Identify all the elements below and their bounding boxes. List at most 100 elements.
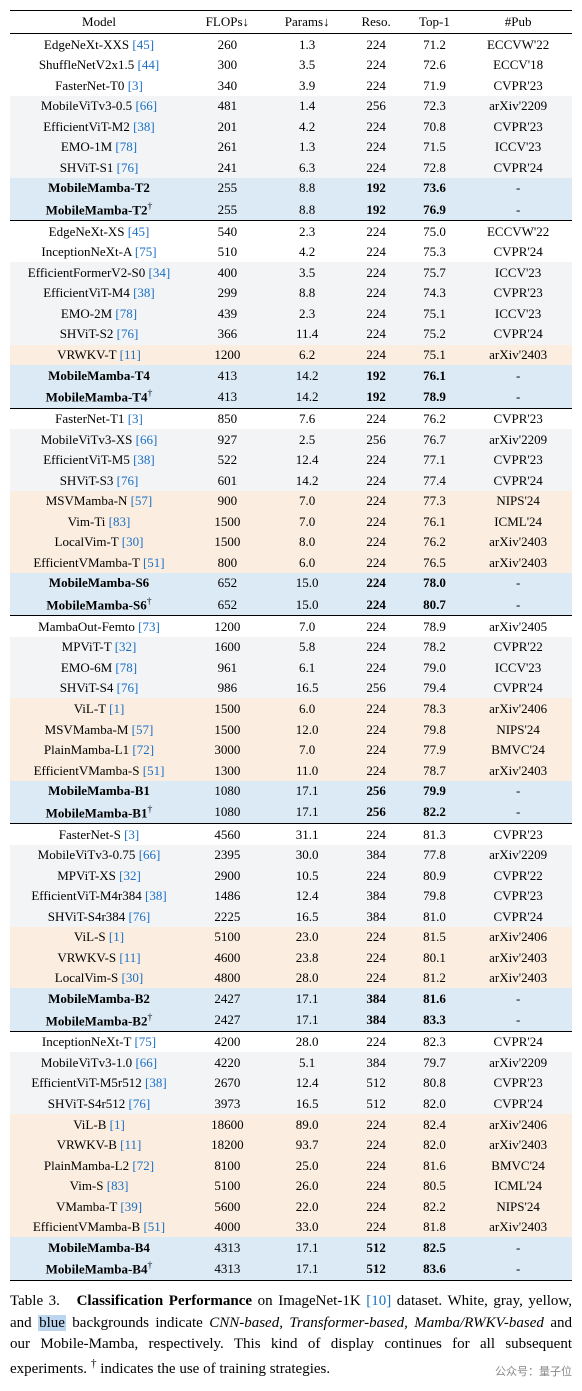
model-cell: MobileMamba-B2†	[10, 1009, 188, 1031]
top1-cell: 76.5	[405, 552, 465, 573]
params-cell: 33.0	[267, 1217, 348, 1238]
params-cell: 4.2	[267, 116, 348, 137]
params-cell: 2.3	[267, 303, 348, 324]
reso-cell: 224	[348, 511, 405, 532]
params-cell: 93.7	[267, 1135, 348, 1156]
reso-cell: 224	[348, 865, 405, 886]
table-row: MSVMamba-M [57]150012.022479.8NIPS'24	[10, 719, 572, 740]
pub-cell: arXiv'2406	[464, 1114, 572, 1135]
model-cell: VRWKV-S [11]	[10, 947, 188, 968]
model-cell: MobileMamba-B2	[10, 988, 188, 1009]
table-row: EfficientViT-M5r512 [38]267012.451280.8C…	[10, 1073, 572, 1094]
model-cell: FasterNet-T0 [3]	[10, 75, 188, 96]
reso-cell: 384	[348, 1009, 405, 1031]
flops-cell: 8100	[188, 1155, 267, 1176]
flops-cell: 1500	[188, 532, 267, 553]
flops-cell: 3000	[188, 740, 267, 761]
model-cell: Vim-S [83]	[10, 1176, 188, 1197]
caption-hl: blue	[38, 1315, 66, 1331]
params-cell: 25.0	[267, 1155, 348, 1176]
caption-ref: [10]	[366, 1293, 391, 1309]
pub-cell: ICCV'23	[464, 137, 572, 158]
params-cell: 8.8	[267, 283, 348, 304]
model-cell: SHViT-S4r512 [76]	[10, 1094, 188, 1115]
reso-cell: 224	[348, 34, 405, 55]
model-cell: InceptionNeXt-T [75]	[10, 1031, 188, 1052]
top1-cell: 75.7	[405, 262, 465, 283]
pub-cell: arXiv'2403	[464, 552, 572, 573]
pub-cell: ICCV'23	[464, 262, 572, 283]
top1-cell: 75.1	[405, 345, 465, 366]
flops-cell: 1500	[188, 511, 267, 532]
params-cell: 1.3	[267, 34, 348, 55]
params-cell: 17.1	[267, 1237, 348, 1258]
top1-cell: 79.4	[405, 678, 465, 699]
top1-cell: 80.5	[405, 1176, 465, 1197]
params-cell: 6.1	[267, 657, 348, 678]
top1-cell: 80.1	[405, 947, 465, 968]
params-cell: 12.4	[267, 450, 348, 471]
table-row: Vim-S [83]510026.022480.5ICML'24	[10, 1176, 572, 1197]
pub-cell: ICCV'23	[464, 303, 572, 324]
top1-cell: 83.6	[405, 1258, 465, 1280]
top1-cell: 82.4	[405, 1114, 465, 1135]
flops-cell: 601	[188, 470, 267, 491]
reso-cell: 224	[348, 719, 405, 740]
pub-cell: -	[464, 178, 572, 199]
pub-cell: CVPR'24	[464, 242, 572, 263]
reso-cell: 224	[348, 55, 405, 76]
top1-cell: 76.2	[405, 408, 465, 429]
table-row: MobileViTv3-0.5 [66]4811.425672.3arXiv'2…	[10, 96, 572, 117]
table-row: ViL-B [1]1860089.022482.4arXiv'2406	[10, 1114, 572, 1135]
flops-cell: 18600	[188, 1114, 267, 1135]
top1-cell: 76.1	[405, 511, 465, 532]
reso-cell: 384	[348, 886, 405, 907]
pub-cell: arXiv'2403	[464, 345, 572, 366]
pub-cell: CVPR'23	[464, 824, 572, 845]
reso-cell: 224	[348, 1114, 405, 1135]
reso-cell: 224	[348, 116, 405, 137]
model-cell: ShuffleNetV2x1.5 [44]	[10, 55, 188, 76]
flops-cell: 800	[188, 552, 267, 573]
reso-cell: 224	[348, 532, 405, 553]
reso-cell: 512	[348, 1094, 405, 1115]
pub-cell: -	[464, 386, 572, 408]
reso-cell: 224	[348, 1031, 405, 1052]
model-cell: MPViT-T [32]	[10, 637, 188, 658]
top1-cell: 78.2	[405, 637, 465, 658]
pub-cell: -	[464, 988, 572, 1009]
caption-t1: on ImageNet-1K	[252, 1293, 366, 1309]
flops-cell: 652	[188, 573, 267, 594]
model-cell: MobileMamba-S6	[10, 573, 188, 594]
params-cell: 26.0	[267, 1176, 348, 1197]
pub-cell: CVPR'23	[464, 116, 572, 137]
pub-cell: ECCVW'22	[464, 34, 572, 55]
reso-cell: 512	[348, 1258, 405, 1280]
flops-cell: 961	[188, 657, 267, 678]
top1-cell: 71.5	[405, 137, 465, 158]
params-cell: 3.5	[267, 262, 348, 283]
table-row: EfficientFormerV2-S0 [34]4003.522475.7IC…	[10, 262, 572, 283]
table-row: MobileViTv3-XS [66]9272.525676.7arXiv'22…	[10, 429, 572, 450]
model-cell: EMO-1M [78]	[10, 137, 188, 158]
model-cell: EMO-6M [78]	[10, 657, 188, 678]
table-row: SHViT-S4r384 [76]222516.538481.0CVPR'24	[10, 906, 572, 927]
top1-cell: 79.0	[405, 657, 465, 678]
top1-cell: 80.8	[405, 1073, 465, 1094]
top1-cell: 77.9	[405, 740, 465, 761]
table-row: FasterNet-T0 [3]3403.922471.9CVPR'23	[10, 75, 572, 96]
params-cell: 6.0	[267, 552, 348, 573]
col-header: Params↓	[267, 11, 348, 34]
flops-cell: 366	[188, 324, 267, 345]
flops-cell: 1200	[188, 616, 267, 637]
pub-cell: CVPR'22	[464, 865, 572, 886]
flops-cell: 413	[188, 365, 267, 386]
top1-cell: 76.9	[405, 198, 465, 220]
flops-cell: 260	[188, 34, 267, 55]
pub-cell: NIPS'24	[464, 491, 572, 512]
pub-cell: ECCV'18	[464, 55, 572, 76]
flops-cell: 241	[188, 157, 267, 178]
col-header: Reso.	[348, 11, 405, 34]
params-cell: 17.1	[267, 801, 348, 823]
top1-cell: 78.3	[405, 698, 465, 719]
